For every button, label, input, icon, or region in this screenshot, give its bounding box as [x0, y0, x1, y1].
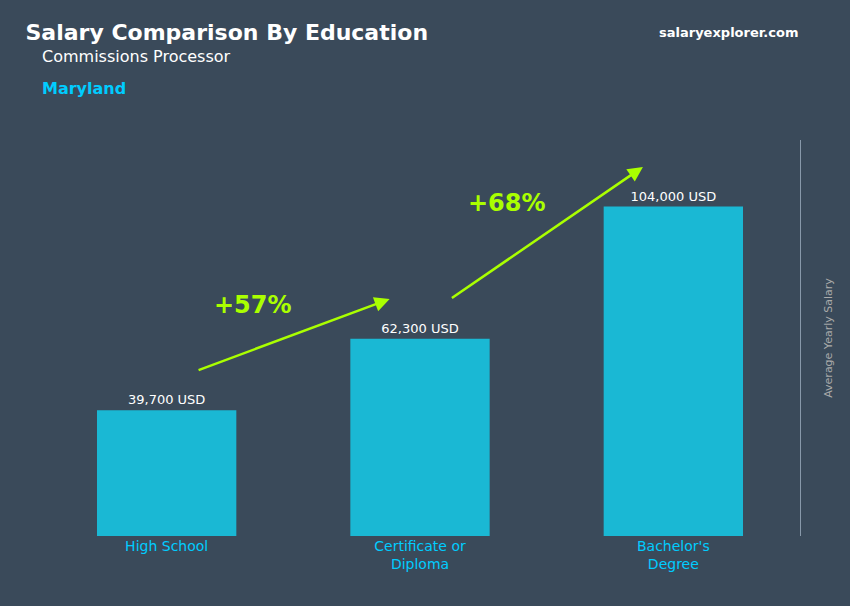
svg-text:High School: High School: [125, 538, 208, 554]
svg-text:Maryland: Maryland: [42, 79, 126, 98]
svg-text:+57%: +57%: [214, 291, 292, 319]
svg-text:salaryexplorer.com: salaryexplorer.com: [659, 25, 798, 40]
svg-text:62,300 USD: 62,300 USD: [381, 321, 458, 336]
svg-text:Commissions Processor: Commissions Processor: [42, 47, 231, 66]
svg-text:Average Yearly Salary: Average Yearly Salary: [822, 278, 835, 398]
svg-text:Certificate orDiploma: Certificate orDiploma: [374, 538, 466, 572]
svg-text:+68%: +68%: [468, 189, 546, 217]
svg-text:39,700 USD: 39,700 USD: [128, 392, 205, 407]
svg-text:104,000 USD: 104,000 USD: [630, 189, 716, 204]
svg-text:Salary Comparison By Education: Salary Comparison By Education: [26, 20, 429, 45]
svg-text:Bachelor'sDegree: Bachelor'sDegree: [637, 538, 710, 572]
